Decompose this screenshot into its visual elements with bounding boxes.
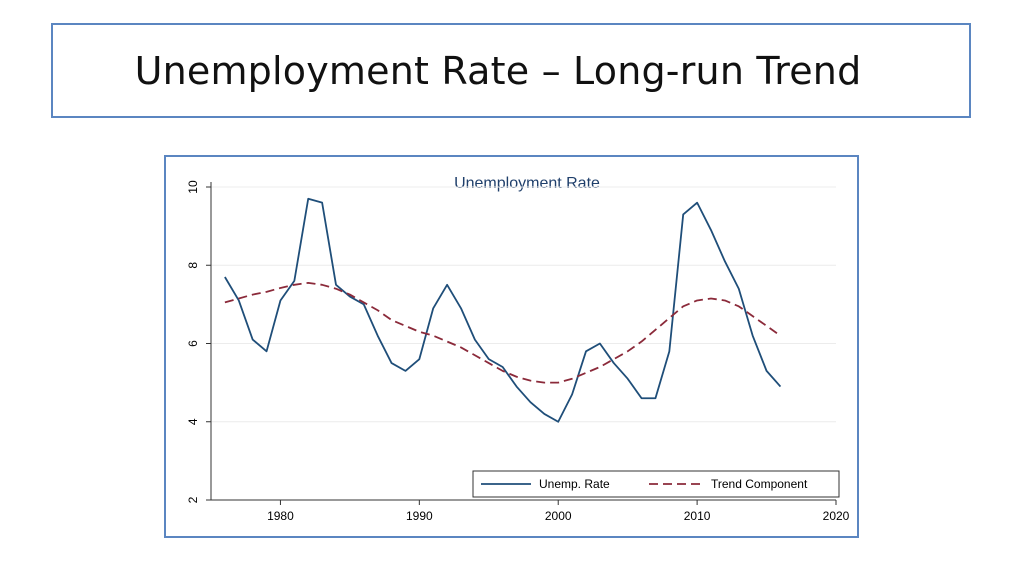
- y-tick-label: 8: [186, 262, 200, 269]
- trend-component-line: [224, 281, 781, 384]
- y-tick-label: 10: [186, 180, 200, 194]
- legend-label-trend: Trend Component: [711, 477, 808, 491]
- y-tick-label: 2: [186, 496, 200, 503]
- axes: 2 4 6 8 10 1980 1990 2000 2010 2020: [186, 180, 850, 523]
- x-tick-label: 1990: [406, 509, 433, 523]
- unemployment-chart: Unemployment Rate 2 4 6 8 10 1980 1990 2000 2010…: [186, 175, 850, 523]
- slide-title-box: Unemployment Rate – Long-run Trend: [51, 23, 971, 118]
- gridlines: [211, 186, 836, 501]
- series: [224, 197, 782, 423]
- legend-label-rate: Unemp. Rate: [539, 477, 610, 491]
- y-tick-label: 6: [186, 340, 200, 347]
- legend: Unemp. Rate Trend Component: [472, 470, 840, 498]
- y-tick-label: 4: [186, 418, 200, 425]
- chart-title: Unemployment Rate: [454, 175, 600, 192]
- chart-frame: Unemployment Rate 2 4 6 8 10 1980 1990 2000 2010…: [164, 155, 859, 538]
- x-tick-label: 2020: [823, 509, 850, 523]
- slide-title: Unemployment Rate – Long-run Trend: [134, 48, 862, 93]
- x-tick-label: 1980: [267, 509, 294, 523]
- x-tick-label: 2000: [545, 509, 572, 523]
- unemployment-rate-line: [224, 197, 782, 423]
- x-tick-label: 2010: [684, 509, 711, 523]
